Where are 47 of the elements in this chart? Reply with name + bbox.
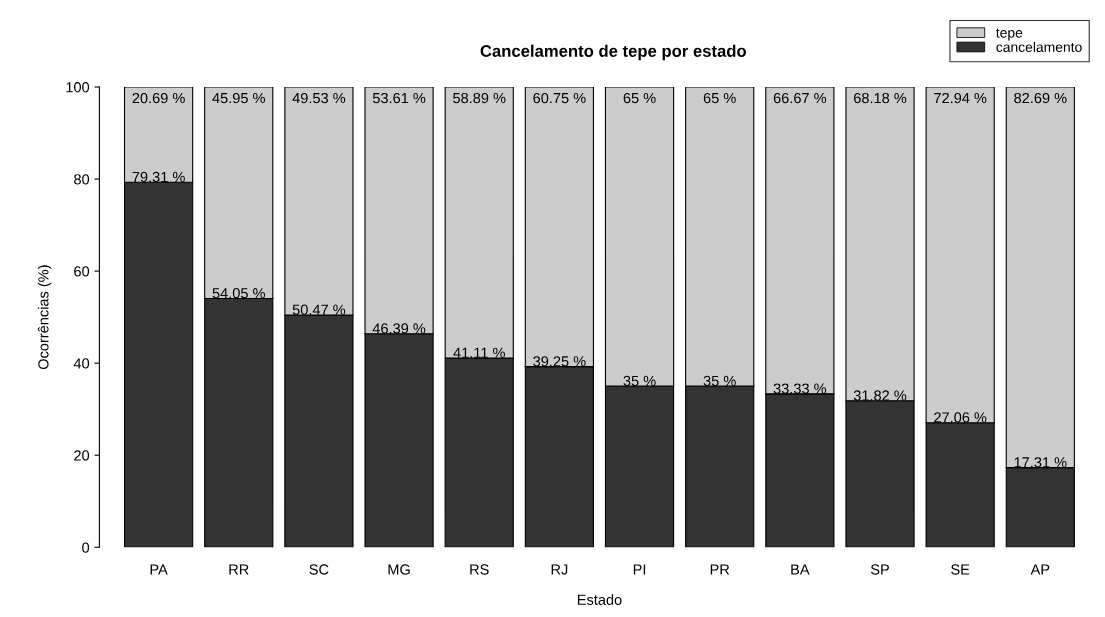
x-tick-label: SP: [870, 564, 889, 575]
data-label: 53.61 %: [372, 92, 426, 104]
data-label: 65 %: [703, 92, 736, 104]
data-label: 68.18 %: [854, 92, 907, 104]
data-label: 45.95 %: [212, 92, 265, 104]
y-tick-label: 80: [74, 174, 90, 185]
data-label: 54.05 %: [212, 288, 265, 299]
data-label: 27.06 %: [934, 412, 987, 423]
x-tick-label: MG: [388, 564, 410, 575]
data-label: 79.31 %: [132, 171, 185, 183]
data-label: 33.33 %: [773, 383, 827, 394]
y-tick-label: 20: [74, 450, 90, 461]
data-label: 60.75 %: [533, 92, 586, 104]
y-tick-label: 0: [82, 542, 90, 553]
x-tick-label: PR: [710, 564, 730, 575]
data-label: 31.82 %: [853, 390, 907, 401]
data-label: 50.47 %: [292, 304, 346, 315]
data-label: 20.69 %: [132, 92, 185, 104]
data-label: 41.11 %: [453, 347, 505, 358]
chart-title: Cancelamento de tepe por estado: [480, 44, 746, 61]
x-tick-label: SE: [951, 564, 970, 575]
y-tick-label: 60: [74, 266, 90, 277]
legend-label: cancelamento: [996, 41, 1082, 52]
data-label: 35 %: [623, 375, 656, 387]
x-tick-label: PA: [150, 564, 168, 575]
x-tick-label: BA: [791, 564, 810, 575]
data-label: 58.89 %: [453, 92, 506, 104]
data-label: 46.39 %: [372, 323, 426, 334]
data-label: 35 %: [703, 375, 736, 387]
x-tick-label: PI: [633, 564, 646, 575]
y-axis-title: Ocorrências (%): [37, 265, 52, 370]
data-label: 49.53 %: [292, 92, 346, 104]
x-tick-label: SC: [309, 564, 329, 575]
y-tick-label: 40: [73, 358, 90, 369]
data-label: 82.69 %: [1014, 92, 1067, 104]
data-label: 39.25 %: [533, 356, 586, 367]
data-label: 65 %: [623, 92, 656, 104]
data-label: 66.67 %: [773, 92, 827, 104]
x-tick-label: AP: [1030, 564, 1050, 575]
data-label: 17.31 %: [1014, 457, 1067, 468]
data-label: 72.94 %: [934, 92, 987, 104]
x-tick-label: RJ: [551, 564, 568, 575]
x-tick-label: RS: [470, 564, 489, 575]
legend-label: tepe: [996, 28, 1023, 41]
x-tick-label: RR: [229, 564, 249, 575]
y-tick-label: 100: [66, 82, 90, 93]
x-axis-title: Estado: [577, 594, 622, 605]
